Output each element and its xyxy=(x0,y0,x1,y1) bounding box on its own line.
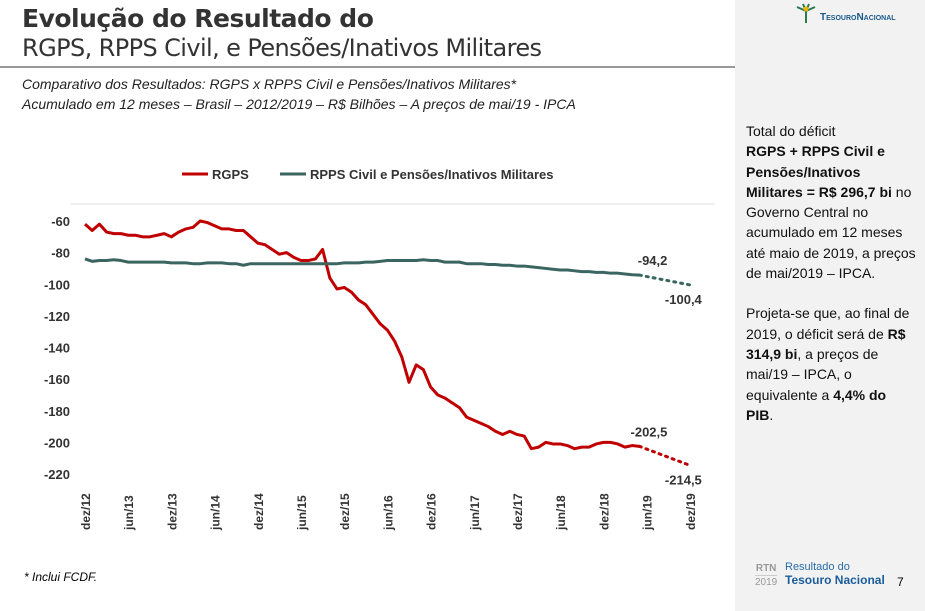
x-tick-label: dez/17 xyxy=(511,493,525,530)
page-number: 7 xyxy=(897,575,904,589)
note-text: , a preços de mai/19 – IPCA, o equivalen… xyxy=(746,345,879,403)
x-tick-label: jun/15 xyxy=(295,495,309,531)
footer-brand: Resultado do Tesouro Nacional xyxy=(785,561,885,588)
note-text: no Governo Central no acumulado em 12 me… xyxy=(746,183,916,282)
side-note: Total do déficit RGPS + RPPS Civil e Pen… xyxy=(746,121,916,425)
note-highlight: R$ 314,9 bi xyxy=(746,325,906,362)
x-tick-label: jun/17 xyxy=(468,495,482,531)
rtn-label: RTN xyxy=(755,563,778,576)
series-line-rpps xyxy=(84,257,640,277)
rtn-year: 2019 xyxy=(755,577,778,588)
logo-icon xyxy=(796,3,816,23)
footnote: * Inclui FCDF. xyxy=(24,570,98,584)
note-highlight: 4,4% do PIB xyxy=(746,386,887,423)
y-tick-label: -160 xyxy=(44,372,70,387)
y-tick-label: -100 xyxy=(44,277,70,292)
footer-line1: Resultado do xyxy=(785,561,850,573)
x-tick-label: jun/16 xyxy=(381,495,395,531)
divider xyxy=(0,66,735,68)
y-tick-label: -80 xyxy=(51,246,70,261)
x-tick-label: jun/19 xyxy=(641,495,655,531)
y-tick-label: -200 xyxy=(44,435,70,450)
projection-label: -100,4 xyxy=(665,292,703,307)
y-tick-label: -220 xyxy=(44,467,70,482)
side-panel xyxy=(735,0,925,611)
x-tick-label: jun/14 xyxy=(209,495,223,531)
page-title-line2: RGPS, RPPS Civil, e Pensões/Inativos Mil… xyxy=(22,34,542,62)
legend-label: RGPS xyxy=(212,167,249,182)
y-tick-label: -180 xyxy=(44,404,70,419)
data-label: -94,2 xyxy=(638,253,668,268)
data-label: -202,5 xyxy=(631,424,668,439)
tesouro-logo: TesouroNacional xyxy=(795,2,896,23)
x-tick-label: dez/16 xyxy=(425,493,439,530)
subtitle-2: Acumulado em 12 meses – Brasil – 2012/20… xyxy=(22,96,576,112)
note-highlight: RGPS + RPPS Civil e Pensões/Inativos Mil… xyxy=(746,143,892,200)
rtn-badge: RTN 2019 xyxy=(755,562,778,589)
chart: -60 -80 -100 -120 -140 -160 -180 -200 -220 dez/12… xyxy=(44,167,715,531)
x-tick-label: dez/14 xyxy=(252,493,266,530)
logo-text: TesouroNacional xyxy=(820,12,896,23)
y-tick-label: -60 xyxy=(51,214,70,229)
subtitle: Comparativo dos Resultados: RGPS x RPPS … xyxy=(22,76,517,92)
legend-label: RPPS Civil e Pensões/Inativos Militares xyxy=(310,167,553,182)
x-tick-label: jun/18 xyxy=(554,495,568,531)
projection-line xyxy=(637,444,692,467)
page-title: Evolução do Resultado do xyxy=(22,4,374,33)
x-tick-label: dez/12 xyxy=(79,493,93,530)
x-tick-label: dez/18 xyxy=(597,493,611,530)
note-text: Projeta-se que, ao final de 2019, o défi… xyxy=(746,305,910,342)
x-tick-label: jun/13 xyxy=(122,495,136,531)
projection-label: -214,5 xyxy=(665,472,702,487)
series-line-rgps xyxy=(84,219,640,451)
y-tick-label: -120 xyxy=(44,309,70,324)
x-tick-label: dez/13 xyxy=(165,493,179,530)
y-tick-label: -140 xyxy=(44,341,70,356)
x-tick-label: dez/19 xyxy=(684,493,698,530)
footer-line2: Tesouro Nacional xyxy=(785,573,885,587)
note-text: Total do déficit xyxy=(746,123,836,139)
projection-line xyxy=(637,273,692,287)
note-text: . xyxy=(769,406,774,423)
x-tick-label: dez/15 xyxy=(338,493,352,530)
